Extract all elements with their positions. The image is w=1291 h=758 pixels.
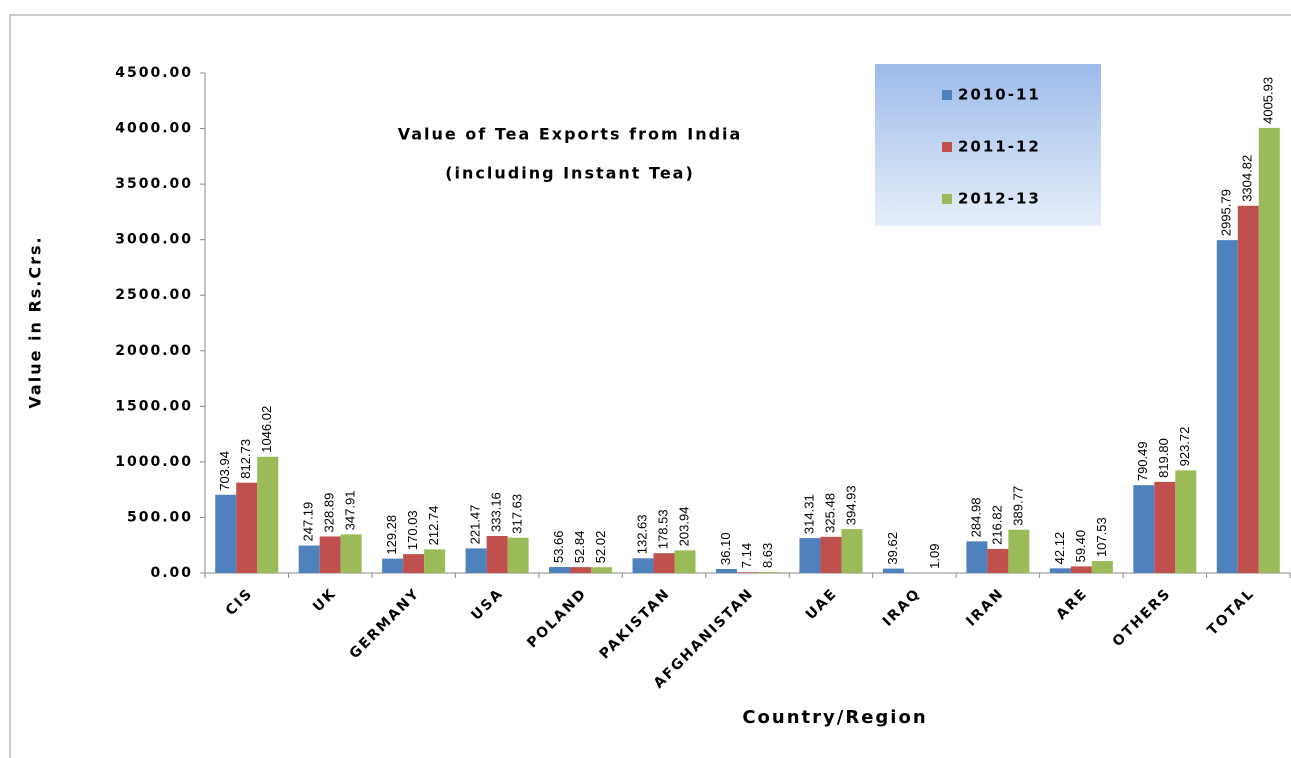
bar [987,548,1009,573]
legend-label: 2011-12 [958,138,1041,156]
y-tick-label: 0.00 [150,565,193,581]
legend-label: 2012-13 [958,190,1041,208]
data-label: 4005.93 [1261,77,1276,124]
chart-title: Value of Tea Exports from India [398,125,743,144]
bar [841,529,863,573]
data-label: 212.74 [426,506,441,546]
bar [403,554,425,573]
bar [716,568,737,573]
bar [1216,240,1238,573]
data-label: 52.84 [572,531,587,564]
data-label: 314.31 [801,494,816,534]
data-label: 812.73 [238,439,253,479]
bar [737,572,758,573]
y-tick-label: 1000.00 [115,454,193,470]
y-tick-label: 2000.00 [115,343,193,359]
bar [570,567,592,573]
data-label: 132.63 [634,514,649,554]
legend-box [875,64,1101,226]
data-label: 42.12 [1052,532,1067,565]
data-label: 7.14 [739,543,754,568]
bar [1049,568,1071,573]
data-label: 59.40 [1073,530,1088,563]
y-tick-label: 4500.00 [115,65,193,81]
data-label: 129.28 [384,515,399,555]
bar [507,537,529,573]
bar [1258,127,1280,573]
bar [882,568,904,573]
legend-swatch [942,194,952,204]
chart-subtitle: (including Instant Tea) [445,164,695,183]
y-tick-label: 3500.00 [115,176,193,192]
bar [486,535,508,573]
data-label: 36.10 [718,532,733,565]
data-label: 107.53 [1094,517,1109,557]
bar [257,456,279,573]
data-label: 247.19 [301,502,316,542]
legend-label: 2010-11 [958,86,1041,104]
data-label: 53.66 [551,530,566,563]
data-label: 1046.02 [259,406,274,453]
bar [820,536,842,573]
bar [549,567,571,573]
bar [382,558,404,573]
data-label: 203.94 [676,507,691,547]
legend-swatch [942,90,952,100]
bar [298,545,320,573]
bar [1091,561,1113,573]
data-label: 325.48 [822,493,837,533]
y-tick-label: 3000.00 [115,232,193,248]
bar [236,482,258,573]
data-label: 333.16 [489,492,504,532]
data-label: 394.93 [843,485,858,525]
bar [758,572,779,573]
data-label: 703.94 [217,451,232,491]
data-label: 819.80 [1156,438,1171,478]
bar [966,541,988,573]
data-label: 3304.82 [1240,155,1255,202]
bar [799,538,821,573]
bar [1237,205,1259,573]
bar [1154,481,1176,573]
x-axis-label: Country/Region [742,707,927,728]
data-label: 317.63 [510,494,525,534]
bar [1175,470,1197,573]
data-label: 347.91 [343,491,358,531]
bar [340,534,362,573]
data-label: 178.53 [655,509,670,549]
bar [653,553,675,573]
data-label: 389.77 [1010,486,1025,526]
y-axis-label: Value in Rs.Crs. [26,235,45,408]
data-label: 52.02 [593,531,608,564]
data-label: 39.62 [885,532,900,565]
bar [424,549,446,573]
bar [1133,485,1155,573]
y-tick-label: 2500.00 [115,287,193,303]
legend-swatch [942,142,952,152]
bar [1008,529,1030,573]
data-label: 328.89 [322,493,337,533]
data-label: 923.72 [1177,427,1192,467]
y-tick-label: 1500.00 [115,398,193,414]
bar [674,550,696,573]
bar [632,558,654,573]
data-label: 8.63 [760,543,775,568]
data-label: 790.49 [1135,441,1150,481]
bar [1070,566,1092,573]
bar [215,494,237,573]
y-tick-label: 500.00 [127,509,193,525]
bar [465,548,487,573]
bar [319,536,341,573]
bar [591,567,613,573]
data-label: 170.03 [405,510,420,550]
y-tick-label: 4000.00 [115,121,193,137]
data-label: 1.09 [927,544,942,569]
data-label: 221.47 [468,505,483,545]
data-label: 216.82 [989,505,1004,545]
data-label: 2995.79 [1219,189,1234,236]
data-label: 284.98 [968,498,983,538]
